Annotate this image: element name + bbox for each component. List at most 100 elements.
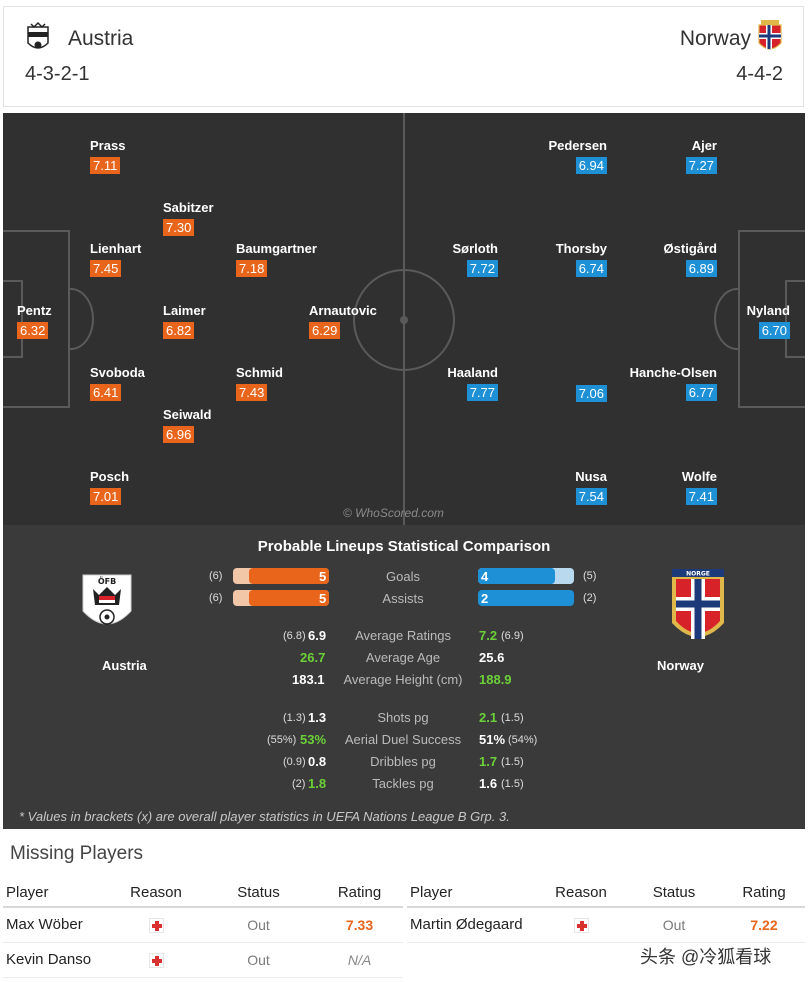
- player-rating: 6.77: [685, 384, 717, 401]
- player-name[interactable]: Max Wöber: [3, 907, 111, 943]
- player-seiwald[interactable]: Seiwald 6.96: [163, 407, 283, 447]
- player-arnautovic[interactable]: Arnautovic 6.29: [309, 303, 429, 343]
- goals-label: Goals: [386, 569, 420, 584]
- away-assists-overall: (2): [583, 592, 597, 604]
- player-nusa[interactable]: Nusa 7.54: [487, 469, 607, 509]
- player-sabitzer[interactable]: Sabitzer 7.30: [163, 200, 283, 240]
- away-team-name: Norway: [679, 27, 751, 50]
- rating-cell: 7.33: [316, 907, 403, 943]
- home-value: 183.1: [292, 672, 325, 687]
- status-cell: Out: [625, 907, 723, 943]
- away-penalty-box: [738, 230, 805, 408]
- player-ajer[interactable]: Ajer 7.27: [597, 138, 717, 178]
- home-team-name: Austria: [68, 27, 134, 50]
- player-rating: 7.41: [685, 488, 717, 505]
- player-name: Sabitzer: [163, 200, 214, 215]
- player-name: Østigård: [663, 241, 717, 256]
- away-goals-overall: (5): [583, 570, 597, 582]
- home-assists-bar: [249, 590, 329, 606]
- player-name: Schmid: [236, 365, 283, 380]
- home-goals-overall: (6): [209, 570, 223, 582]
- home-value: 6.9: [308, 628, 327, 643]
- col-player: Player: [407, 878, 537, 908]
- player-name: Nyland: [746, 303, 790, 318]
- rating-cell: N/A: [316, 942, 403, 978]
- player-sorloth[interactable]: Sørloth 7.72: [378, 241, 498, 281]
- player-schmid[interactable]: Schmid 7.43: [236, 365, 356, 405]
- player-name: [487, 365, 607, 381]
- home-value: 1.8: [308, 776, 327, 791]
- player-thorsby[interactable]: Thorsby 6.74: [487, 241, 607, 281]
- player-rating: 7.01: [90, 488, 122, 505]
- home-overall-value: (2): [292, 778, 306, 790]
- injury-cross-icon: [148, 952, 164, 968]
- table-header-row: Player Reason Status Rating: [3, 878, 403, 908]
- away-crest-label: Norway: [657, 658, 704, 673]
- home-overall-value: (6.8): [283, 630, 306, 642]
- table-row: Kevin Danso Out N/A: [3, 942, 403, 978]
- player-laimer[interactable]: Laimer 6.82: [163, 303, 283, 343]
- player-pentz[interactable]: Pentz 6.32: [17, 303, 137, 343]
- home-assists-overall: (6): [209, 592, 223, 604]
- austria-federation-crest-icon: ÖFB: [82, 574, 132, 625]
- player-svoboda[interactable]: Svoboda 6.41: [90, 365, 210, 405]
- player-ostigard[interactable]: Østigård 6.89: [597, 241, 717, 281]
- stat-label: Average Ratings: [355, 628, 451, 643]
- player-baumgartner[interactable]: Baumgartner 7.18: [236, 241, 356, 281]
- player-pedersen[interactable]: Pedersen 6.94: [487, 138, 607, 178]
- player-rating: 7.06: [575, 385, 607, 402]
- player-name: Baumgartner: [236, 241, 317, 256]
- away-overall-value: (6.9): [501, 630, 524, 642]
- col-reason: Reason: [537, 878, 625, 908]
- away-value: 1.6: [479, 776, 498, 791]
- norway-federation-crest-icon: NORGE: [672, 569, 724, 639]
- player-posch[interactable]: Posch 7.01: [90, 469, 210, 509]
- home-crest-label: Austria: [102, 658, 147, 673]
- player-rating: 6.94: [575, 157, 607, 174]
- player-haaland[interactable]: Haaland 7.77: [378, 365, 498, 405]
- player-name: Nusa: [575, 469, 607, 484]
- status-cell: Out: [201, 942, 316, 978]
- away-value: 1.7: [479, 754, 498, 769]
- player-name: Svoboda: [90, 365, 145, 380]
- injury-cross-icon: [148, 917, 164, 933]
- player-name[interactable]: Kevin Danso: [3, 942, 111, 978]
- status-cell: Out: [201, 907, 316, 943]
- player-rating: 6.32: [17, 322, 49, 339]
- player-rating: 6.74: [575, 260, 607, 277]
- player-hanche-olsen[interactable]: Hanche-Olsen 6.77: [597, 365, 717, 405]
- away-value: 51%: [479, 732, 506, 747]
- home-goals-value: 5: [319, 569, 327, 584]
- home-value: 53%: [300, 732, 327, 747]
- home-value: 1.3: [308, 710, 327, 725]
- player-lienhart[interactable]: Lienhart 7.45: [90, 241, 210, 281]
- player-prass[interactable]: Prass 7.11: [90, 138, 210, 178]
- col-rating: Rating: [316, 878, 403, 908]
- table-row: Martin Ødegaard Out 7.22: [407, 907, 805, 943]
- player-rating: 6.70: [758, 322, 790, 339]
- player-wolfe[interactable]: Wolfe 7.41: [597, 469, 717, 509]
- player-rating: 7.45: [90, 260, 122, 277]
- missing-players-title: Missing Players: [10, 843, 144, 864]
- away-value: 188.9: [479, 672, 512, 687]
- col-rating: Rating: [723, 878, 805, 908]
- stat-label: Average Height (cm): [343, 672, 463, 687]
- table-header-row: Player Reason Status Rating: [407, 878, 805, 908]
- player-name: Haaland: [447, 365, 498, 380]
- player-rating: 7.43: [236, 384, 268, 401]
- player-obscured[interactable]: 7.06: [487, 365, 607, 405]
- stat-label: Aerial Duel Success: [344, 732, 462, 747]
- away-value: 25.6: [479, 650, 505, 665]
- pitch: Prass 7.11 Sabitzer 7.30 Lienhart 7.45 B…: [3, 113, 805, 525]
- stat-label: Shots pg: [377, 710, 429, 725]
- player-name: Posch: [90, 469, 130, 484]
- home-overall-value: (55%): [267, 734, 297, 746]
- player-name: Wolfe: [681, 469, 717, 484]
- player-name: Seiwald: [163, 407, 212, 422]
- player-name: Sørloth: [452, 241, 499, 256]
- player-name: Prass: [90, 138, 126, 153]
- player-name[interactable]: Martin Ødegaard: [407, 907, 537, 943]
- player-rating: 7.11: [90, 157, 121, 174]
- player-nyland[interactable]: Nyland 6.70: [670, 303, 790, 343]
